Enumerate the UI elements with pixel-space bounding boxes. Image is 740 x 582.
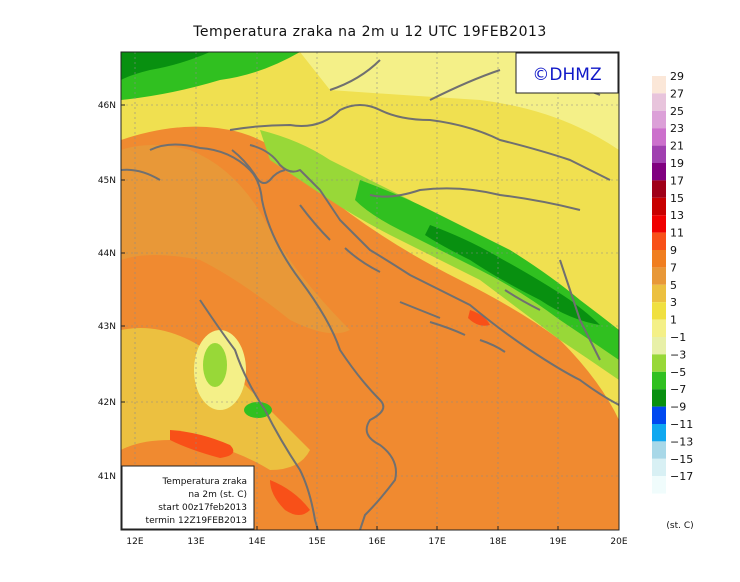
legend-swatch	[652, 110, 666, 129]
legend-swatch	[652, 76, 666, 94]
legend-swatch	[652, 476, 666, 494]
legend-label: −17	[670, 470, 693, 483]
legend-label: −3	[670, 348, 686, 361]
legend-label: 9	[670, 244, 677, 257]
legend-label: 13	[670, 209, 684, 222]
lon-ticks: 12E 13E 14E 15E 16E 17E 18E 19E 20E	[126, 526, 628, 547]
legend-label: 19	[670, 157, 684, 170]
info-line: termin 12Z19FEB2013	[146, 516, 247, 526]
legend-swatch	[652, 267, 666, 285]
legend-label: 25	[670, 105, 684, 118]
legend-label: 5	[670, 279, 677, 292]
legend-label: −7	[670, 383, 686, 396]
lon-label: 16E	[368, 537, 385, 547]
legend-swatch	[652, 215, 666, 233]
info-line: Temperatura zraka	[161, 477, 247, 487]
lon-label: 14E	[248, 537, 265, 547]
legend-label: 3	[670, 296, 677, 309]
dhmz-logo: ©DHMZ	[515, 52, 619, 94]
lon-label: 20E	[610, 537, 627, 547]
legend-swatch	[652, 145, 666, 163]
color-legend: 29 27 25 23 21 19 17 15 13 11 9 7 5 3 1 −1 −3 −5 −7 −9 −11 −1…	[652, 70, 693, 494]
legend-label: 17	[670, 174, 684, 187]
legend-swatch	[652, 128, 666, 146]
legend-swatch	[652, 441, 666, 459]
legend-label: −13	[670, 435, 693, 448]
lon-label: 13E	[187, 537, 204, 547]
legend-unit: (st. C)	[666, 521, 693, 531]
map-title: Temperatura zraka na 2m u 12 UTC 19FEB20…	[193, 24, 547, 40]
legend-swatch	[652, 180, 666, 198]
lat-label: 43N	[98, 322, 116, 332]
legend-label: −11	[670, 418, 693, 431]
lon-label: 18E	[489, 537, 506, 547]
legend-swatch	[652, 319, 666, 337]
legend-swatch	[652, 250, 666, 268]
legend-label: 11	[670, 227, 684, 240]
info-box: Temperatura zraka na 2m (st. C) start 00…	[121, 465, 255, 530]
map-frame	[120, 51, 620, 531]
legend-label: 29	[670, 70, 684, 83]
legend-label: 7	[670, 261, 677, 274]
legend-swatch	[652, 163, 666, 181]
legend-swatch	[652, 424, 666, 442]
legend-swatch	[652, 93, 666, 111]
legend-label: 23	[670, 122, 684, 135]
lon-label: 19E	[549, 537, 566, 547]
lon-label: 12E	[126, 537, 143, 547]
legend-swatch	[652, 371, 666, 390]
legend-swatch	[652, 337, 666, 355]
info-line: na 2m (st. C)	[188, 490, 247, 500]
lat-label: 46N	[98, 101, 116, 111]
legend-swatch	[652, 232, 666, 250]
lat-label: 45N	[98, 176, 116, 186]
lat-label: 42N	[98, 398, 116, 408]
info-line: start 00z17feb2013	[158, 503, 247, 513]
graticule	[121, 52, 619, 530]
coastlines	[121, 59, 619, 530]
legend-label: −5	[670, 366, 686, 379]
legend-swatch	[652, 302, 666, 320]
lon-label: 15E	[308, 537, 325, 547]
lat-label: 41N	[98, 472, 116, 482]
legend-swatch	[652, 389, 666, 407]
legend-swatch	[652, 458, 666, 477]
legend-label: 27	[670, 87, 684, 100]
lat-label: 44N	[98, 249, 116, 259]
legend-swatch	[652, 354, 666, 372]
legend-label: 15	[670, 192, 684, 205]
legend-label: 21	[670, 140, 684, 153]
legend-swatch	[652, 197, 666, 216]
legend-label: −15	[670, 453, 693, 466]
logo-text: ©DHMZ	[532, 65, 601, 85]
legend-label: −1	[670, 331, 686, 344]
legend-swatch	[652, 284, 666, 303]
legend-swatch	[652, 406, 666, 424]
lon-label: 17E	[428, 537, 445, 547]
legend-label: 1	[670, 314, 677, 327]
legend-label: −9	[670, 401, 686, 414]
